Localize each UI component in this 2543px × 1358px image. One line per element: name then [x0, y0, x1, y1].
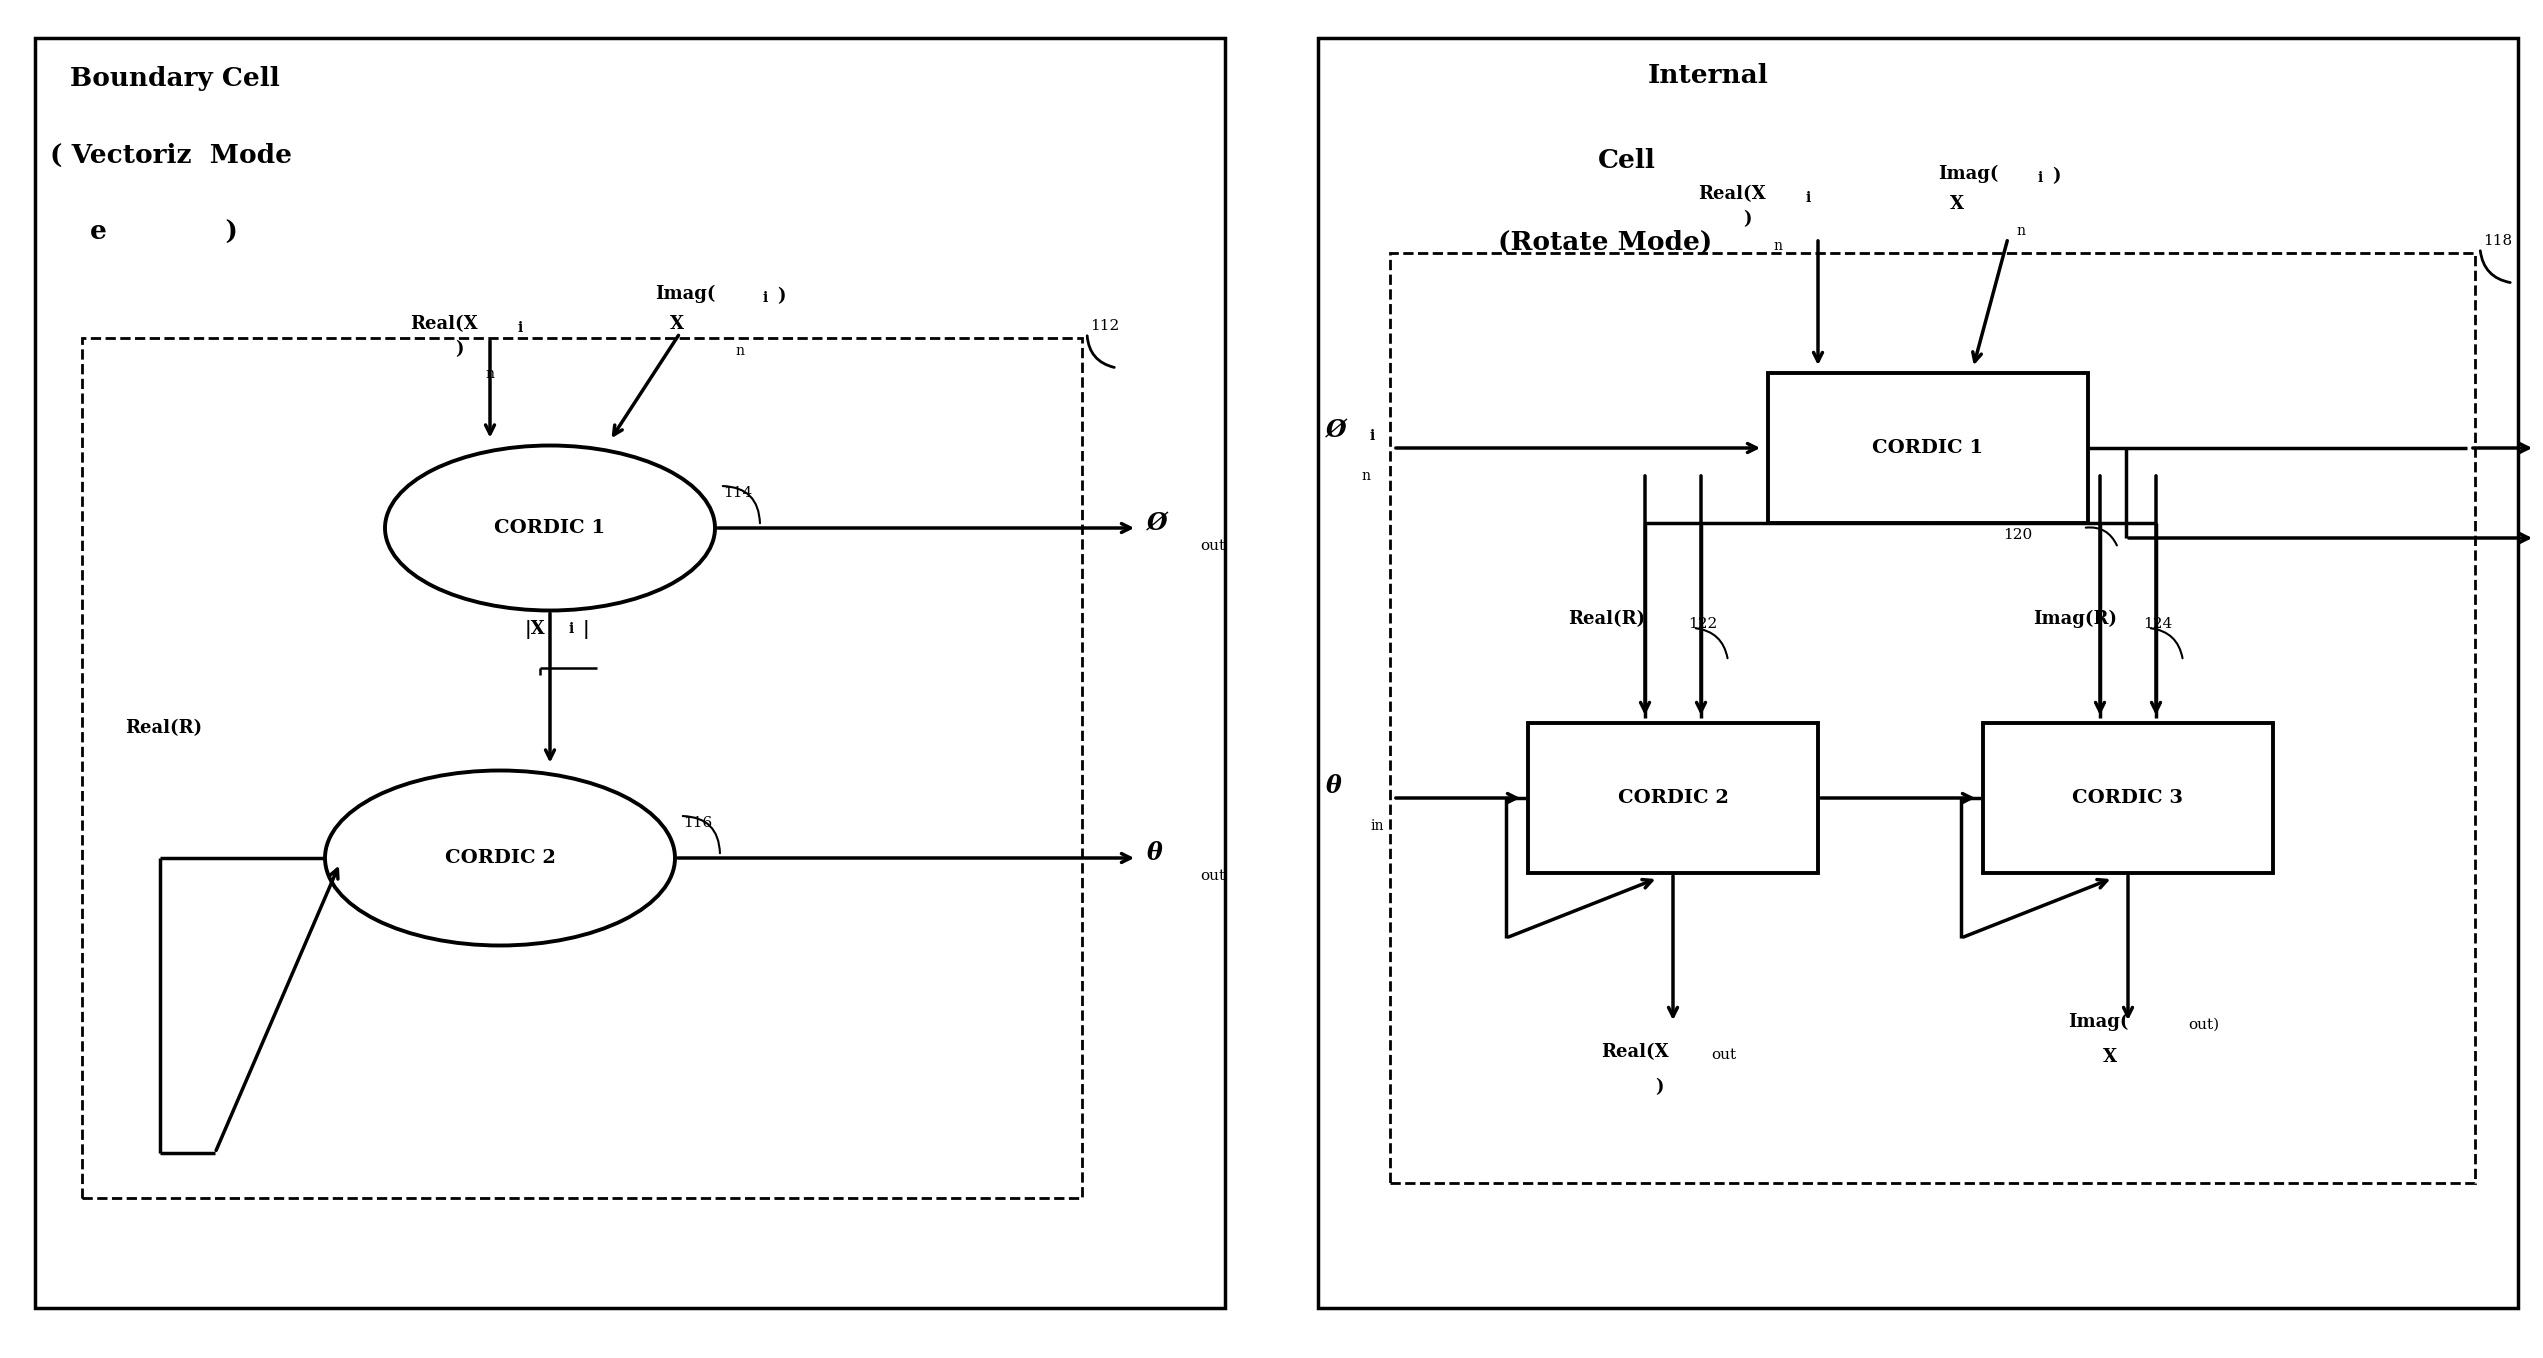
Text: in: in [1371, 819, 1383, 832]
Text: i: i [1806, 191, 1811, 205]
Text: Ø: Ø [1325, 418, 1348, 441]
Text: ): ) [1655, 1078, 1663, 1096]
Text: θ: θ [1147, 841, 1162, 865]
Text: ): ) [2052, 167, 2060, 185]
Text: 118: 118 [2482, 234, 2512, 249]
Bar [81, 338, 1081, 1198]
Text: ( Vectoriz  Mode: ( Vectoriz Mode [51, 143, 292, 168]
Text: θ: θ [1325, 774, 1343, 799]
Text: Ø: Ø [1147, 511, 1167, 535]
Text: CORDIC 1: CORDIC 1 [493, 519, 605, 536]
Text: i: i [1371, 429, 1376, 443]
Text: (Rotate Mode): (Rotate Mode) [1498, 230, 1711, 255]
Text: ): ) [778, 287, 786, 306]
Text: X: X [669, 315, 684, 333]
Text: 124: 124 [2144, 617, 2172, 631]
Text: n: n [2017, 224, 2024, 238]
Text: CORDIC 1: CORDIC 1 [1872, 439, 1984, 458]
Text: Real(X: Real(X [1602, 1043, 1668, 1061]
Text: Imag(: Imag( [1938, 164, 1999, 183]
Text: Real(R): Real(R) [1569, 610, 1645, 627]
Text: Imag(: Imag( [2067, 1013, 2128, 1031]
Text: |X: |X [524, 621, 547, 640]
Text: Imag(: Imag( [656, 285, 715, 303]
Text: |: | [582, 621, 590, 640]
Text: e             ): e ) [89, 220, 239, 244]
Bar [1767, 373, 2088, 523]
Text: out: out [1711, 1048, 1737, 1062]
Text: Real(X: Real(X [1699, 185, 1765, 202]
Text: CORDIC 2: CORDIC 2 [1617, 789, 1729, 807]
Text: Imag(R): Imag(R) [2032, 610, 2116, 627]
Bar [1391, 253, 2474, 1183]
Text: Real(R): Real(R) [125, 718, 201, 737]
Text: n: n [486, 367, 493, 382]
Text: CORDIC 3: CORDIC 3 [2073, 789, 2184, 807]
Text: 112: 112 [1091, 319, 1119, 333]
Ellipse shape [326, 770, 674, 945]
Text: n: n [1361, 469, 1371, 483]
Text: out): out) [2187, 1018, 2220, 1032]
Bar [1317, 38, 2518, 1308]
Text: 122: 122 [1689, 617, 1717, 631]
Text: X: X [1950, 196, 1963, 213]
Text: n: n [735, 344, 745, 359]
Text: out: out [1200, 539, 1226, 553]
Text: X: X [2103, 1048, 2118, 1066]
Text: out: out [1200, 869, 1226, 883]
Text: ): ) [1742, 210, 1752, 228]
Bar [36, 38, 1226, 1308]
Ellipse shape [384, 445, 715, 611]
Text: 116: 116 [684, 816, 712, 830]
Text: i: i [763, 291, 768, 306]
Text: i: i [2037, 171, 2042, 185]
Text: Real(X: Real(X [409, 315, 478, 333]
Bar [1984, 722, 2273, 873]
Text: Cell: Cell [1597, 148, 1655, 172]
Text: n: n [1772, 239, 1783, 253]
Text: ): ) [455, 340, 463, 359]
Text: Boundary Cell: Boundary Cell [71, 67, 280, 91]
Text: CORDIC 2: CORDIC 2 [445, 849, 554, 866]
Text: 114: 114 [722, 486, 753, 500]
Text: i: i [570, 622, 575, 637]
Text: Internal: Internal [1648, 62, 1770, 88]
Bar [1528, 722, 1818, 873]
Text: i: i [519, 320, 524, 335]
Text: 120: 120 [2004, 528, 2032, 542]
